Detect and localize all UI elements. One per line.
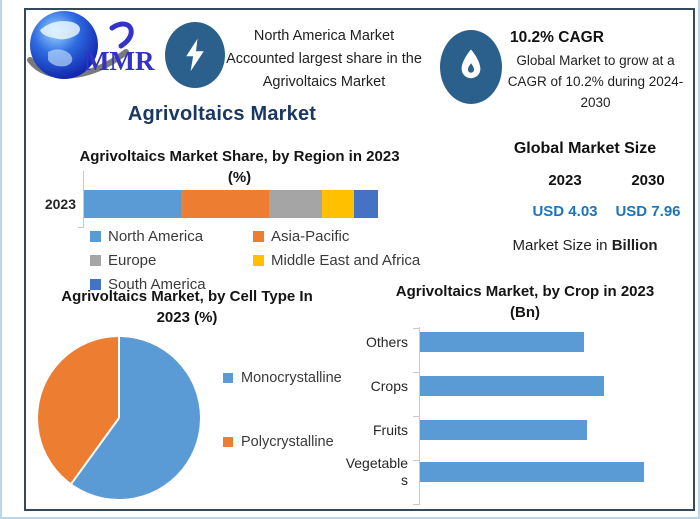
market-size-value-2023: USD 4.03 <box>532 203 598 220</box>
pie-legend-label: Monocrystalline <box>241 370 342 386</box>
legend-label: North America <box>108 228 204 245</box>
legend-label: Europe <box>108 252 157 269</box>
legend-swatch-icon <box>223 373 233 383</box>
cagr-description: Global Market to grow at a CAGR of 10.2%… <box>498 50 693 113</box>
flame-badge <box>440 30 502 104</box>
highlight-north-america: North America Market Accounted largest s… <box>224 25 424 94</box>
region-y-axis <box>83 171 84 228</box>
pie-legend-item-monocrystalline: Monocrystalline <box>223 370 342 386</box>
legend-swatch-icon <box>90 279 101 290</box>
legend-swatch-icon <box>253 255 264 266</box>
lightning-badge <box>165 22 225 88</box>
region-axis-tick <box>78 227 83 228</box>
region-bar-segment-south-america <box>354 190 378 218</box>
legend-label: South America <box>108 276 206 293</box>
market-size-value-2030: USD 7.96 <box>615 203 681 220</box>
mmr-logo: MMR <box>27 11 155 79</box>
market-size-year-2030: 2030 <box>631 172 665 189</box>
legend-swatch-icon <box>253 231 264 242</box>
legend-item-middle-east-and-africa: Middle East and Africa <box>253 252 420 269</box>
pie-legend-item-polycrystalline: Polycrystalline <box>223 434 334 450</box>
logo-text: MMR <box>84 46 155 76</box>
region-chart-title-line2: (%) <box>227 169 252 186</box>
legend-label: Asia-Pacific <box>271 228 350 245</box>
legend-label: Middle East and Africa <box>271 252 421 269</box>
region-bar-segment-north-america <box>84 190 182 218</box>
crop-y-axis <box>419 327 420 505</box>
highlight-line: Accounted largest share in the <box>226 51 422 67</box>
market-size-year-2023: 2023 <box>548 172 582 189</box>
pie-divider <box>118 337 120 418</box>
legend-item-south-america: South America <box>90 276 253 293</box>
legend-swatch-icon <box>90 231 101 242</box>
legend-item-asia-pacific: Asia-Pacific <box>253 228 420 245</box>
cagr-headline: 10.2% CAGR <box>510 29 604 46</box>
legend-item-north-america: North America <box>90 228 253 245</box>
highlight-line: North America Market <box>253 28 395 44</box>
cagr-line: Global Market to grow at a <box>516 53 675 68</box>
logo-curl <box>109 21 134 49</box>
pie-legend-label: Polycrystalline <box>241 434 334 450</box>
flame-icon <box>461 49 481 79</box>
footnote-prefix: Market Size in <box>512 237 612 254</box>
frame-border <box>24 8 695 511</box>
cagr-line: 2030 <box>580 95 611 110</box>
crop-chart-title-line2: (Bn) <box>510 304 540 321</box>
legend-swatch-icon <box>90 255 101 266</box>
lightning-icon <box>186 38 204 72</box>
region-stacked-bar-chart <box>84 190 378 218</box>
page-title: Agrivoltaics Market <box>127 103 317 125</box>
footnote-unit: Billion <box>611 237 658 254</box>
cagr-line: CAGR of 10.2% during 2024- <box>507 74 684 89</box>
region-bar-segment-asia-pacific <box>181 190 270 218</box>
legend-item-europe: Europe <box>90 252 253 269</box>
crop-chart-title-line1: Agrivoltaics Market, by Crop in 2023 <box>395 283 655 300</box>
region-legend: North America Asia-Pacific Europe Middle Ea… <box>90 228 420 293</box>
market-size-title: Global Market Size <box>513 140 657 157</box>
legend-swatch-icon <box>223 437 233 447</box>
market-size-footnote: Market Size in Billion <box>472 237 698 254</box>
pie-chart-title-line1: Agrivoltaics Market, by Cell Type In <box>61 288 313 305</box>
region-category-label: 2023 <box>44 196 76 212</box>
region-bar-segment-europe <box>269 190 323 218</box>
region-bar-segment-middle-east-and-africa <box>322 190 355 218</box>
pie-chart-title-line2: 2023 (%) <box>156 309 218 326</box>
highlight-line: Agrivoltaics Market <box>262 74 386 90</box>
region-chart-title-line1: Agrivoltaics Market Share, by Region in … <box>79 148 400 165</box>
